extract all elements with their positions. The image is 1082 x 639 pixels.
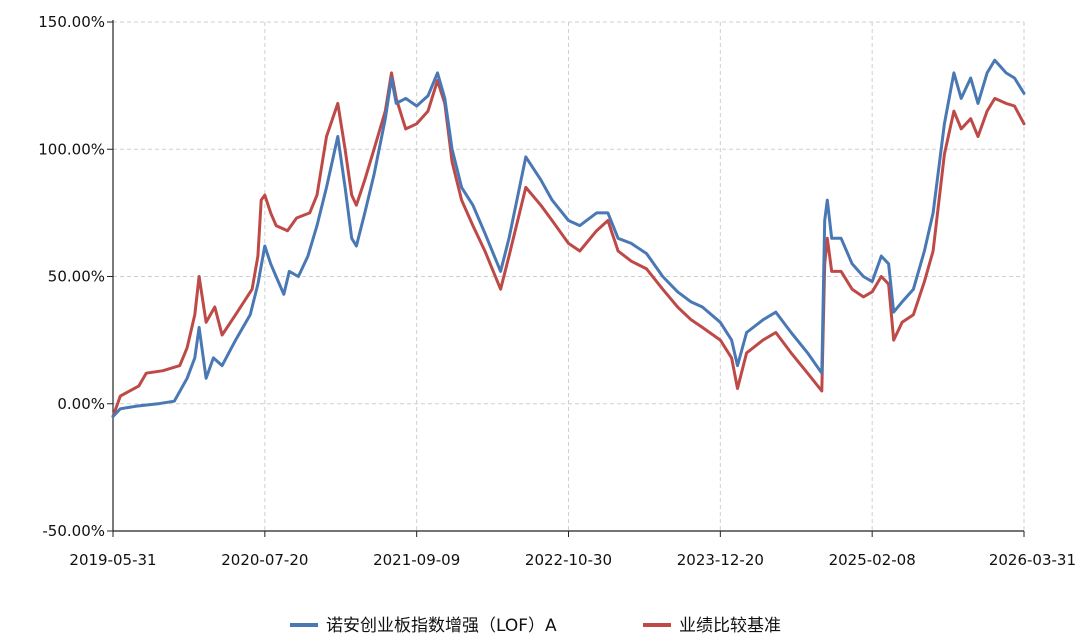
- y-tick-label: 150.00%: [38, 13, 105, 31]
- series-line-1: [111, 58, 1026, 418]
- x-tick-label: 2021-09-09: [373, 551, 460, 569]
- legend: 诺安创业板指数增强（LOF）A 业绩比较基准: [290, 616, 781, 636]
- grid-lines: [113, 21, 1025, 531]
- y-tick-label: 100.00%: [38, 140, 105, 158]
- y-tick-label: 0.00%: [57, 395, 105, 413]
- tick-labels: -50.00% 0.00% 50.00% 100.00% 150.00% 2019-05-…: [38, 13, 1076, 569]
- x-tick-label: 2022-10-30: [525, 551, 612, 569]
- x-tick-label: 2023-12-20: [677, 551, 764, 569]
- axes: [107, 20, 1025, 537]
- x-tick-label: 2025-02-08: [829, 551, 916, 569]
- series-line-2: [111, 71, 1026, 418]
- legend-label-series-2: 业绩比较基准: [679, 616, 781, 635]
- y-tick-label: 50.00%: [48, 268, 105, 286]
- x-tick-label: 2019-05-31: [69, 551, 156, 569]
- x-tick-label: 2020-07-20: [221, 551, 308, 569]
- legend-label-series-1: 诺安创业板指数增强（LOF）A: [326, 616, 557, 635]
- y-tick-label: -50.00%: [42, 522, 105, 540]
- series-lines: [111, 58, 1026, 418]
- x-tick-label: 2026-03-31: [989, 551, 1076, 569]
